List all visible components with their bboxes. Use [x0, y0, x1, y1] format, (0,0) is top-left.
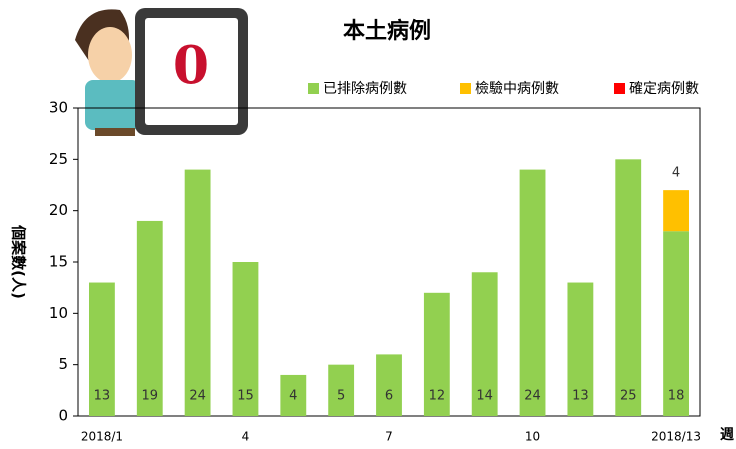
face [88, 27, 132, 83]
legend-label: 確定病例數 [629, 81, 699, 97]
x-tick-label: 10 [525, 430, 540, 444]
badge-text: 0 [173, 36, 209, 97]
x-tick-label: 2018/1 [81, 430, 123, 444]
bar-segment [280, 374, 307, 416]
value-label: 13 [94, 389, 111, 404]
illustration: 0 [75, 8, 248, 136]
bar-segment [471, 272, 498, 416]
x-tick-label: 2018/13 [651, 430, 701, 444]
y-tick-label: 15 [49, 253, 68, 271]
y-tick-label: 30 [49, 99, 68, 117]
bar-segment [376, 354, 402, 416]
bar-segment [519, 169, 546, 416]
value-label: 6 [385, 389, 393, 404]
y-tick-label: 5 [58, 355, 68, 373]
bar-segment [423, 292, 450, 416]
x-tick-label: 4 [242, 430, 250, 444]
tablet-screen [145, 18, 238, 125]
value-label: 13 [572, 389, 589, 404]
value-label: 14 [476, 389, 493, 404]
pants [95, 128, 135, 136]
chart-title: 本土病例 [343, 18, 431, 44]
legend-label: 已排除病例數 [323, 81, 407, 97]
x-tick-label: 7 [385, 430, 393, 444]
x-axis-label: 週 [720, 427, 734, 443]
bar-segment [184, 169, 211, 416]
bar-segment [328, 364, 355, 416]
bar-segment [663, 231, 689, 416]
bar-segment [232, 262, 259, 416]
bar-segment [89, 282, 115, 416]
value-label: 5 [337, 389, 345, 404]
value-label: 4 [672, 166, 680, 181]
legend-label: 檢驗中病例數 [475, 80, 559, 97]
legend-swatch [614, 83, 625, 94]
value-label: 24 [189, 389, 206, 404]
shirt [85, 80, 140, 130]
value-label: 15 [237, 389, 254, 404]
bar-segment [567, 282, 594, 416]
legend-swatch [308, 83, 319, 94]
value-label: 4 [289, 389, 297, 404]
y-tick-label: 10 [49, 304, 68, 322]
value-label: 12 [429, 389, 446, 404]
y-tick-label: 20 [49, 201, 68, 219]
value-label: 18 [668, 389, 685, 404]
value-label: 24 [524, 389, 541, 404]
bar-segment [136, 220, 163, 416]
bar-segment [663, 190, 689, 232]
y-tick-label: 25 [49, 150, 68, 168]
value-label: 19 [141, 389, 158, 404]
value-label: 25 [620, 389, 637, 404]
legend-swatch [460, 83, 471, 94]
bar-segment [615, 159, 642, 417]
y-tick-label: 0 [58, 407, 68, 425]
y-axis-label: 個案數(人) [10, 224, 28, 299]
